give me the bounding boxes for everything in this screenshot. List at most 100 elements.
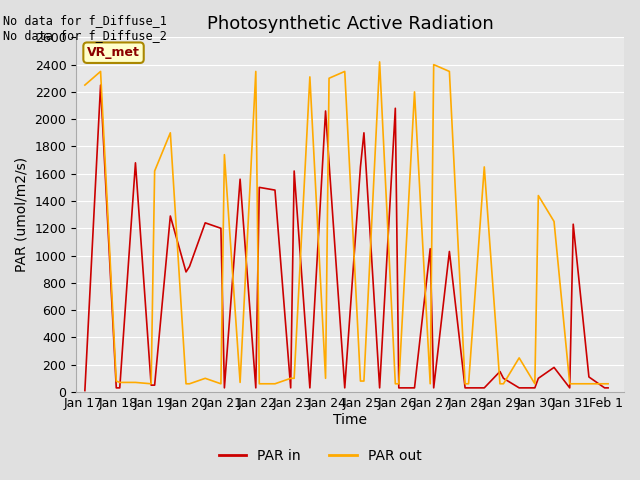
PAR out [236, 380, 244, 385]
PAR in [411, 385, 419, 391]
PAR out [430, 62, 438, 68]
PAR in [426, 246, 434, 252]
PAR out [116, 380, 124, 385]
PAR out [147, 381, 155, 387]
PAR out [500, 381, 508, 387]
PAR in [566, 385, 573, 391]
PAR in [306, 385, 314, 391]
PAR out [426, 381, 434, 387]
PAR in [430, 385, 438, 391]
Text: VR_met: VR_met [87, 46, 140, 59]
PAR in [601, 385, 609, 391]
PAR out [461, 381, 469, 387]
PAR out [550, 218, 558, 224]
PAR in [585, 374, 593, 380]
Line: PAR out: PAR out [85, 62, 608, 384]
PAR out [291, 375, 298, 381]
PAR in [604, 385, 612, 391]
PAR out [221, 152, 228, 157]
PAR in [113, 385, 120, 391]
PAR out [186, 381, 193, 387]
PAR out [604, 381, 612, 387]
PAR in [217, 226, 225, 231]
PAR out [534, 192, 542, 198]
PAR in [461, 385, 469, 391]
PAR in [356, 164, 364, 170]
PAR in [166, 213, 174, 219]
PAR out [360, 378, 368, 384]
PAR out [356, 378, 364, 384]
PAR out [515, 355, 523, 361]
PAR in [534, 375, 542, 381]
Legend: PAR in, PAR out: PAR in, PAR out [213, 443, 427, 468]
PAR out [585, 381, 593, 387]
PAR in [481, 385, 488, 391]
X-axis label: Time: Time [333, 413, 367, 427]
PAR out [322, 375, 330, 381]
PAR out [271, 381, 279, 387]
PAR in [550, 364, 558, 370]
PAR in [445, 249, 453, 254]
PAR out [601, 381, 609, 387]
PAR in [465, 385, 472, 391]
PAR in [221, 385, 228, 391]
PAR in [116, 385, 124, 391]
PAR in [570, 221, 577, 227]
PAR out [496, 381, 504, 387]
PAR out [132, 380, 140, 385]
PAR out [376, 59, 383, 65]
PAR out [166, 130, 174, 136]
PAR in [291, 168, 298, 174]
PAR in [376, 385, 383, 391]
PAR in [496, 369, 504, 374]
PAR out [97, 69, 104, 74]
PAR out [202, 375, 209, 381]
PAR in [531, 385, 539, 391]
PAR in [271, 187, 279, 193]
PAR out [531, 381, 539, 387]
PAR in [287, 385, 294, 391]
PAR out [306, 74, 314, 80]
PAR out [151, 168, 159, 174]
PAR in [255, 184, 263, 190]
Y-axis label: PAR (umol/m2/s): PAR (umol/m2/s) [15, 157, 29, 272]
PAR in [325, 160, 333, 166]
PAR out [570, 381, 577, 387]
PAR in [132, 160, 140, 166]
PAR in [236, 176, 244, 182]
PAR in [500, 375, 508, 381]
PAR out [287, 375, 294, 381]
PAR in [252, 385, 260, 391]
PAR in [202, 220, 209, 226]
PAR out [113, 378, 120, 384]
Line: PAR in: PAR in [85, 85, 608, 391]
PAR in [395, 385, 403, 391]
PAR out [481, 164, 488, 170]
PAR in [515, 385, 523, 391]
PAR in [151, 382, 159, 388]
PAR out [566, 381, 573, 387]
PAR in [392, 106, 399, 111]
PAR out [325, 75, 333, 81]
PAR out [395, 381, 403, 387]
Text: No data for f_Diffuse_1
No data for f_Diffuse_2: No data for f_Diffuse_1 No data for f_Di… [3, 14, 167, 42]
Title: Photosynthetic Active Radiation: Photosynthetic Active Radiation [207, 15, 493, 33]
PAR in [147, 382, 155, 388]
PAR in [81, 388, 89, 394]
PAR out [81, 82, 89, 88]
PAR in [360, 130, 368, 136]
PAR in [182, 269, 190, 275]
PAR in [97, 82, 104, 88]
PAR out [465, 381, 472, 387]
PAR out [217, 381, 225, 387]
PAR out [252, 69, 260, 74]
PAR in [341, 385, 349, 391]
PAR out [445, 69, 453, 74]
PAR out [341, 69, 349, 74]
PAR in [186, 264, 193, 269]
PAR in [322, 108, 330, 114]
PAR out [392, 381, 399, 387]
PAR out [182, 381, 190, 387]
PAR out [411, 89, 419, 95]
PAR out [255, 381, 263, 387]
